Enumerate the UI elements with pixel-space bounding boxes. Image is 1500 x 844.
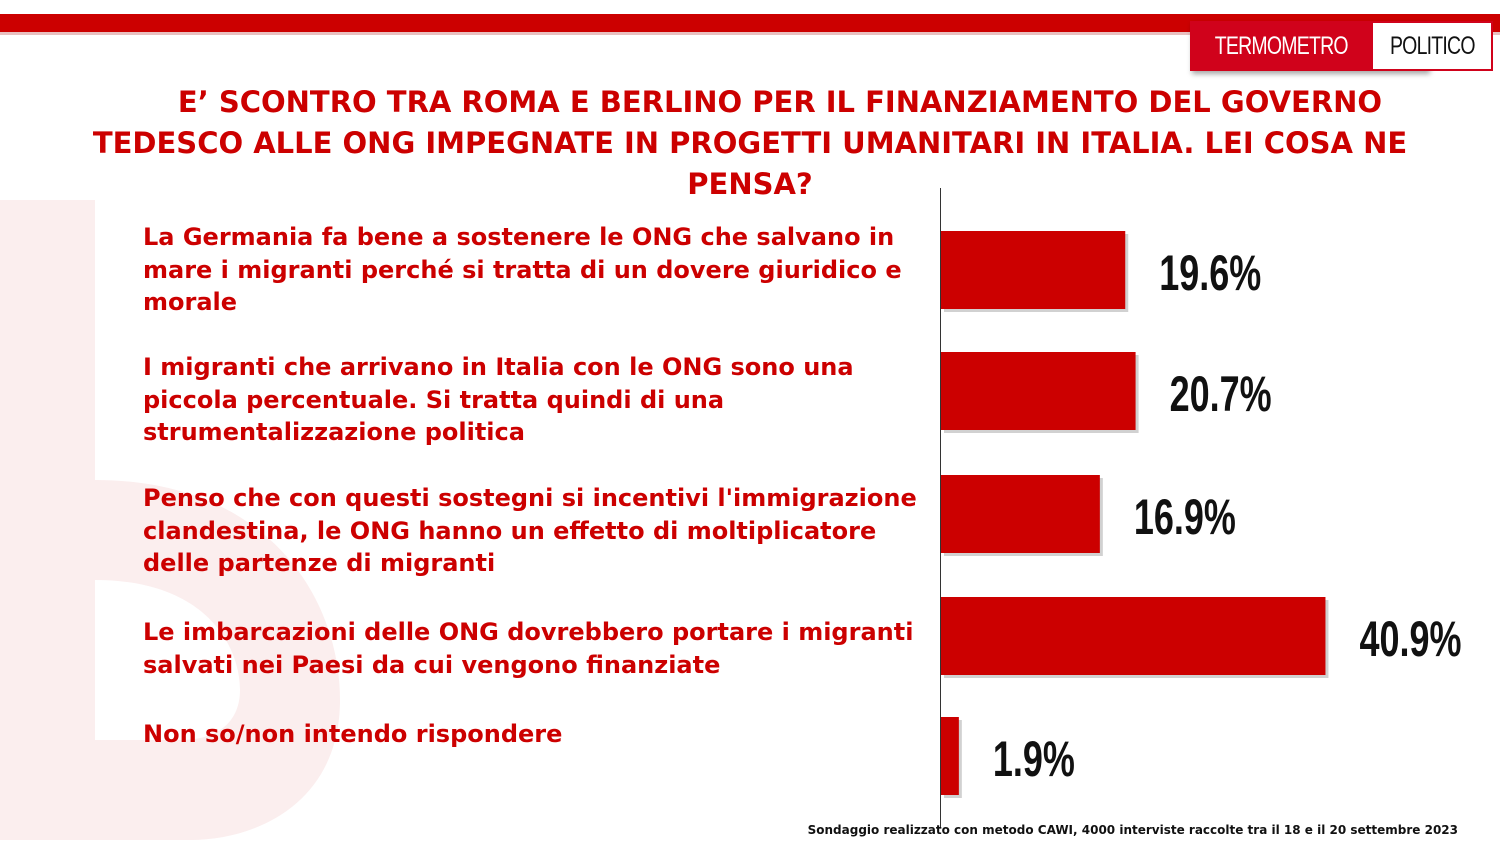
category-label-3: Penso che con questi sostegni si incenti… [143, 484, 917, 577]
category-label-4: Le imbarcazioni delle ONG dovrebbero por… [143, 618, 914, 679]
logo-left-text: TERMOMETRO [1214, 31, 1349, 60]
bar-value-label-5: 1.9% [993, 732, 1075, 787]
logo-right-text: POLITICO [1389, 31, 1476, 60]
bar-value-label-1: 19.6% [1159, 246, 1261, 301]
bar-value-label-3: 16.9% [1134, 490, 1236, 545]
logo-left-part: TERMOMETRO [1190, 21, 1373, 71]
logo-right-part: POLITICO [1372, 21, 1494, 71]
bar-value-label-4: 40.9% [1359, 612, 1461, 667]
category-label-1: La Germania fa bene a sostenere le ONG c… [143, 223, 902, 316]
bar-4 [941, 597, 1326, 675]
bar-value-label-2: 20.7% [1170, 367, 1272, 422]
top-bar-shadow [0, 32, 1500, 35]
bar-3 [941, 475, 1100, 553]
survey-footnote: Sondaggio realizzato con metodo CAWI, 40… [807, 823, 1458, 837]
bar-2 [941, 352, 1136, 430]
category-label-5: Non so/non intendo rispondere [143, 720, 563, 748]
bar-5 [941, 717, 959, 795]
termometro-politico-logo: TERMOMETRO POLITICO [1190, 21, 1494, 71]
chart-title: E’ SCONTRO TRA ROMA E BERLINO PER IL FIN… [92, 85, 1408, 201]
category-label-2: I migranti che arrivano in Italia con le… [143, 353, 854, 446]
top-red-bar [0, 14, 1500, 32]
category-axis-line [940, 188, 941, 828]
bar-1 [941, 231, 1126, 309]
